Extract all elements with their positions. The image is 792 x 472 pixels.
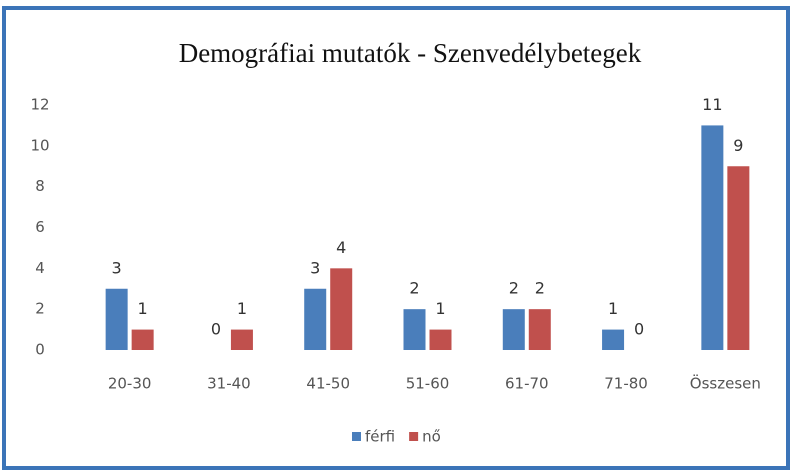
bar xyxy=(528,309,551,350)
bar xyxy=(701,125,724,351)
bar xyxy=(403,309,426,350)
x-tick-label: 61-70 xyxy=(505,375,549,393)
data-label: 0 xyxy=(211,320,221,339)
data-label: 3 xyxy=(310,258,320,277)
y-tick-label: 12 xyxy=(30,96,49,114)
x-tick-label: 71-80 xyxy=(604,375,648,393)
data-label: 1 xyxy=(138,299,148,318)
data-label: 1 xyxy=(237,299,247,318)
data-label: 4 xyxy=(336,238,346,257)
data-label: 0 xyxy=(634,320,644,339)
legend-swatch xyxy=(409,432,419,441)
x-tick-label: 31-40 xyxy=(207,375,251,393)
data-label: 9 xyxy=(733,136,743,155)
legend-label: férfi xyxy=(365,428,395,446)
bar xyxy=(429,329,452,350)
bar xyxy=(105,288,128,350)
bar xyxy=(131,329,154,350)
y-tick-label: 2 xyxy=(35,300,45,318)
y-tick-label: 6 xyxy=(35,218,45,236)
bar xyxy=(304,288,327,350)
x-tick-label: 51-60 xyxy=(406,375,450,393)
data-label: 2 xyxy=(409,279,419,298)
bar xyxy=(502,309,525,350)
x-tick-label: 20-30 xyxy=(108,375,152,393)
chart-frame xyxy=(2,6,790,470)
y-tick-label: 4 xyxy=(35,259,45,277)
x-tick-label: Összesen xyxy=(690,374,761,393)
data-label: 1 xyxy=(435,299,445,318)
bar xyxy=(727,166,750,350)
data-label: 11 xyxy=(702,95,722,114)
data-label: 3 xyxy=(112,258,122,277)
data-label: 1 xyxy=(608,299,618,318)
y-tick-label: 0 xyxy=(35,341,45,359)
data-label: 2 xyxy=(509,279,519,298)
bar xyxy=(230,329,253,350)
bar xyxy=(330,268,353,350)
y-tick-label: 10 xyxy=(30,136,49,154)
legend-label: nő xyxy=(422,428,441,446)
bar xyxy=(602,329,625,350)
y-tick-label: 8 xyxy=(35,177,45,195)
data-label: 2 xyxy=(535,279,545,298)
x-tick-label: 41-50 xyxy=(306,375,350,393)
legend-swatch xyxy=(352,432,361,441)
chart-title: Demográfiai mutatók - Szenvedélybetegek xyxy=(179,38,642,68)
